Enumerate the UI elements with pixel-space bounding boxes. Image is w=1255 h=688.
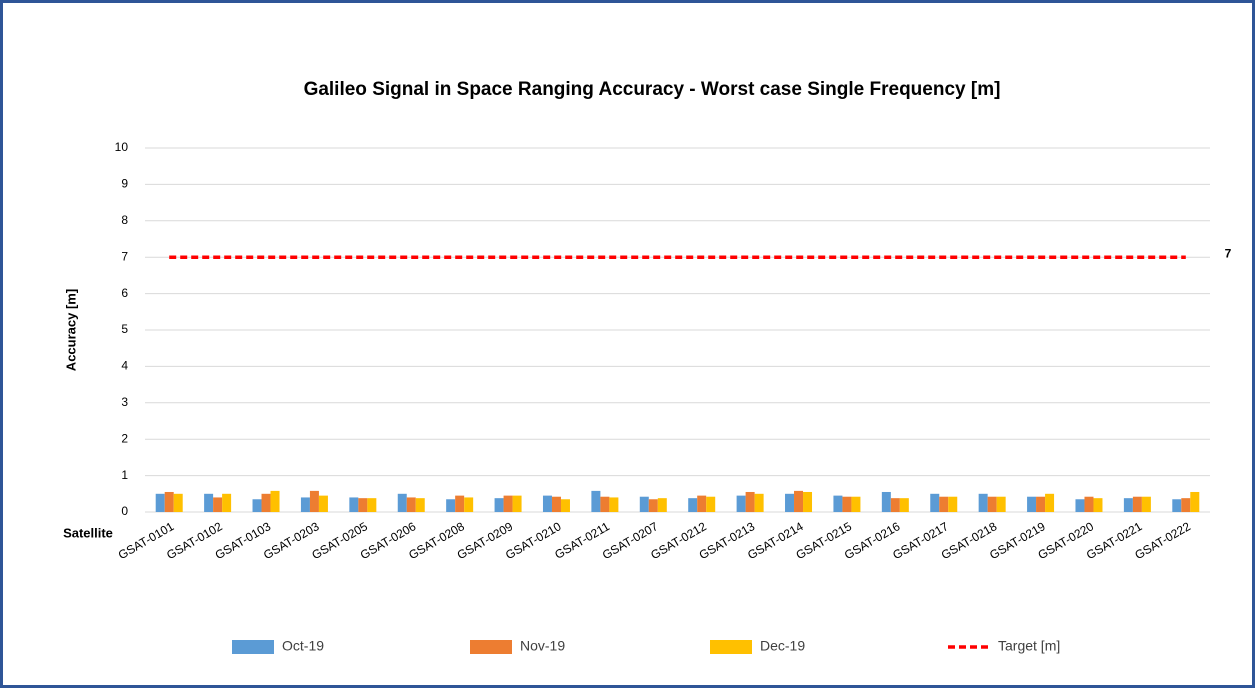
- bar: [1075, 499, 1085, 512]
- bar: [270, 490, 280, 512]
- legend-label: Oct-19: [282, 638, 324, 654]
- legend-label: Dec-19: [760, 638, 805, 654]
- y-tick-label: 5: [121, 322, 128, 336]
- x-axis-title: Satellite: [63, 525, 113, 540]
- bar: [1132, 496, 1142, 512]
- bar: [1093, 498, 1103, 512]
- y-tick-label: 0: [121, 504, 128, 518]
- bar: [446, 499, 456, 512]
- bar: [494, 498, 504, 512]
- bar: [222, 493, 232, 512]
- y-tick-label: 7: [121, 249, 128, 263]
- bar: [978, 493, 988, 512]
- bar: [406, 497, 416, 512]
- bar: [697, 495, 707, 512]
- bar: [1141, 496, 1151, 512]
- bar: [542, 495, 552, 512]
- bar: [939, 496, 949, 512]
- bar: [252, 499, 262, 512]
- bar: [948, 496, 958, 512]
- bar: [503, 495, 513, 512]
- bar: [415, 498, 425, 512]
- bar: [600, 496, 610, 512]
- bar: [173, 493, 183, 512]
- bar: [397, 493, 407, 512]
- legend-swatch: [710, 640, 752, 654]
- bar: [648, 499, 658, 512]
- y-tick-label: 8: [121, 213, 128, 227]
- bar: [300, 497, 310, 512]
- bar: [899, 498, 909, 512]
- bar: [1123, 498, 1133, 512]
- bar: [560, 499, 570, 512]
- bar: [1027, 496, 1037, 512]
- data-label: 7: [1225, 246, 1232, 260]
- bar: [881, 491, 891, 512]
- bar: [609, 497, 619, 512]
- bar: [987, 496, 997, 512]
- bar: [309, 490, 319, 512]
- chart-title: Galileo Signal in Space Ranging Accuracy…: [304, 79, 1001, 100]
- y-tick-label: 4: [121, 359, 128, 373]
- bar: [358, 498, 368, 512]
- bar: [204, 493, 214, 512]
- bar: [367, 498, 377, 512]
- bar: [996, 496, 1006, 512]
- y-tick-label: 1: [121, 468, 128, 482]
- bar: [1036, 496, 1046, 512]
- bar: [785, 493, 795, 512]
- bar: [213, 497, 223, 512]
- bar: [745, 491, 755, 512]
- bar: [1190, 491, 1200, 512]
- bar: [833, 495, 843, 512]
- bar: [736, 495, 746, 512]
- bar: [1045, 493, 1055, 512]
- bar: [512, 495, 522, 512]
- bar: [639, 496, 649, 512]
- bar: [1172, 499, 1182, 512]
- legend-label: Nov-19: [520, 638, 565, 654]
- bar: [754, 493, 764, 512]
- bar: [851, 496, 861, 512]
- bar: [930, 493, 940, 512]
- bar: [349, 497, 359, 512]
- bar: [164, 491, 174, 512]
- bar: [318, 495, 328, 512]
- bar: [1084, 496, 1094, 512]
- y-tick-label: 2: [121, 431, 128, 445]
- y-tick-label: 6: [121, 286, 128, 300]
- bar: [1181, 498, 1191, 512]
- bar: [706, 496, 716, 512]
- y-tick-label: 3: [121, 395, 128, 409]
- bar: [455, 495, 465, 512]
- legend-swatch: [470, 640, 512, 654]
- y-axis-title: Accuracy [m]: [63, 289, 78, 371]
- legend-label: Target [m]: [998, 638, 1060, 654]
- y-tick-label: 9: [121, 177, 128, 191]
- bar: [464, 497, 474, 512]
- bar: [657, 498, 667, 512]
- bar: [688, 498, 698, 512]
- legend-swatch: [232, 640, 274, 654]
- bar: [803, 491, 813, 512]
- bar: [551, 496, 561, 512]
- y-tick-label: 10: [115, 140, 129, 154]
- bar: [591, 490, 601, 512]
- bar: [155, 493, 165, 512]
- bar: [261, 493, 271, 512]
- bar: [794, 490, 804, 512]
- bar: [842, 496, 852, 512]
- bar: [890, 498, 900, 512]
